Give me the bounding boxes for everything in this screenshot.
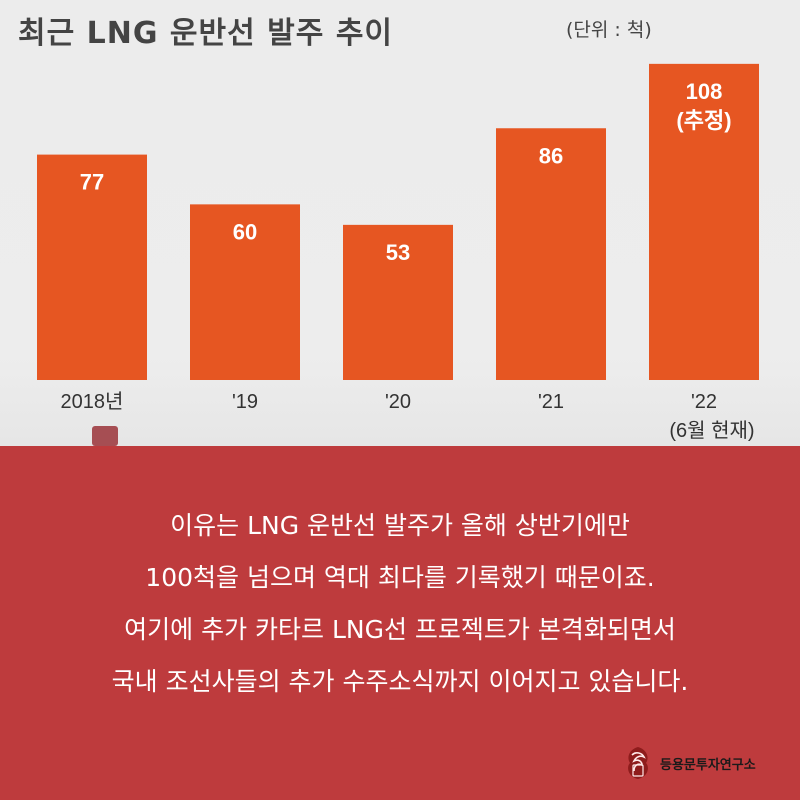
data-label: 77 — [80, 170, 104, 195]
x-tick-label: 2018년 — [61, 390, 124, 413]
x-tick-label: '22 — [691, 391, 717, 413]
message-line-3: 여기에 추가 카타르 LNG선 프로젝트가 본격화되면서 — [124, 615, 676, 644]
bar — [343, 224, 453, 380]
chart-title: 최근 LNG 운반선 발주 추이 — [18, 16, 394, 51]
message-line-1: 이유는 LNG 운반선 발주가 올해 상반기에만 — [170, 511, 630, 540]
data-label-note: (추정) — [676, 108, 731, 133]
x-tick-note: (6월 현재) — [669, 419, 754, 442]
data-label: 60 — [233, 219, 257, 244]
x-tick-label: '19 — [232, 391, 258, 413]
chart-area: 최근 LNG 운반선 발주 추이 (단위 : 척) 77 2018년 60 '19 53… — [0, 0, 800, 446]
data-label: 108 — [686, 79, 723, 104]
x-tick-label: '21 — [538, 391, 564, 413]
bar — [190, 204, 300, 380]
brand-name: 등용문투자연구소 — [660, 757, 756, 773]
text-panel — [0, 446, 800, 800]
bar — [37, 154, 147, 380]
chart-unit-label: (단위 : 척) — [566, 19, 652, 41]
ship-photo-fragment — [92, 426, 118, 446]
dragon-seal-icon — [628, 747, 648, 779]
data-label: 86 — [539, 143, 563, 168]
x-tick-label: '20 — [385, 391, 411, 413]
bar — [496, 128, 606, 380]
message-line-4: 국내 조선사들의 추가 수주소식까지 이어지고 있습니다. — [111, 667, 689, 696]
brand: 등용문투자연구소 — [622, 745, 756, 781]
message-line-2: 100척을 넘으며 역대 최다를 기록했기 때문이죠. — [145, 563, 655, 592]
data-label: 53 — [386, 240, 410, 265]
message-block: 이유는 LNG 운반선 발주가 올해 상반기에만 100척을 넘으며 역대 최다… — [0, 500, 800, 708]
bar — [649, 63, 759, 380]
bar-chart: 77 2018년 60 '19 53 '20 86 '21 108 (추정) '22 (6월 현재) — [37, 63, 759, 442]
